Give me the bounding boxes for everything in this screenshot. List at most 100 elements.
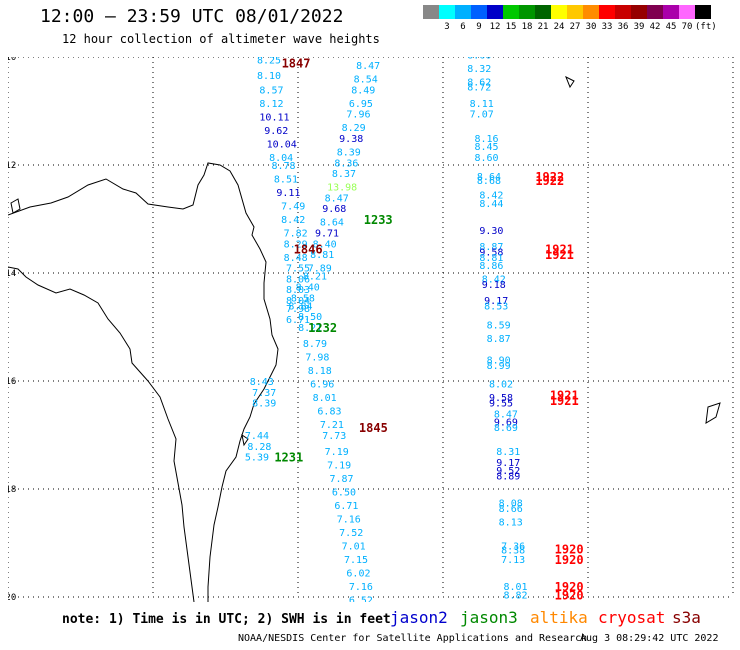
- legend-swatch: [487, 5, 503, 19]
- wave-height-value: 7.89: [308, 264, 332, 275]
- wave-height-value: 9.55: [489, 399, 513, 410]
- legend-swatch: [535, 5, 551, 19]
- credit-line: NOAA/NESDIS Center for Satellite Applica…: [238, 633, 588, 644]
- latitude-tick-label: -14: [8, 269, 16, 279]
- mainland-coastline: [8, 266, 195, 602]
- wave-height-value: 7.16: [349, 582, 373, 593]
- pass-time-label: 1231: [274, 451, 303, 465]
- wave-height-value: 8.06: [286, 274, 310, 285]
- wave-height-value: 8.45: [475, 142, 499, 153]
- wave-height-value: 7.82: [284, 229, 308, 240]
- wave-height-value: 8.13: [499, 517, 523, 528]
- wave-height-value: 8.39: [252, 399, 276, 410]
- wave-height-value: 8.47: [325, 193, 349, 204]
- wave-height-value: 8.68: [477, 176, 501, 187]
- map-title: 12:00 — 23:59 UTC 08/01/2022: [40, 6, 344, 27]
- wave-height-value: 9.69: [494, 418, 518, 429]
- wave-height-value: 8.04: [269, 153, 293, 164]
- legend-label: 6: [460, 22, 466, 32]
- axis-labels: -10-12-14-16-18-20454851545760: [8, 57, 16, 602]
- legend-spacer: [423, 22, 439, 32]
- pass-time-label: 1921: [545, 248, 574, 262]
- wave-height-value: 9.71: [315, 229, 339, 240]
- wave-height-value: 8.62: [467, 77, 491, 88]
- legend-swatch: [663, 5, 679, 19]
- sat-jason3-label: jason3: [460, 608, 518, 627]
- pass-time-label: 1921: [550, 394, 579, 408]
- legend-swatch: [471, 5, 487, 19]
- wave-height-value: 8.51: [274, 175, 298, 186]
- legend-label: 39: [633, 22, 645, 32]
- legend-label: 21: [537, 22, 549, 32]
- legend-swatch: [455, 5, 471, 19]
- wave-height-value: 8.86: [479, 261, 503, 272]
- wave-height-value: 9.18: [482, 280, 506, 291]
- legend-label: 12: [489, 22, 501, 32]
- legend-label: 36: [617, 22, 629, 32]
- wave-height-value: 7.96: [346, 110, 370, 121]
- map-subtitle: 12 hour collection of altimeter wave hei…: [62, 32, 380, 46]
- wave-height-value: 8.39: [337, 148, 361, 159]
- wave-height-map: 8.258.108.578.1210.119.6210.048.048.788.…: [8, 57, 734, 602]
- wave-height-value: 8.53: [484, 301, 508, 312]
- legend-label: (ft): [695, 22, 717, 32]
- wave-height-value: 8.59: [487, 320, 511, 331]
- sat-jason2-label: jason2: [390, 608, 448, 627]
- wave-height-value: 7.21: [320, 420, 344, 431]
- pass-time-label: 1921: [550, 389, 579, 403]
- wave-height-value: 7.19: [327, 461, 351, 472]
- wave-height-value: 9.11: [276, 188, 300, 199]
- wave-height-value: 6.96: [310, 380, 334, 391]
- wave-height-value: 8.21: [303, 272, 327, 283]
- wave-height-value: 8.87: [479, 242, 503, 253]
- legend-swatch: [599, 5, 615, 19]
- wave-height-value: 8.66: [499, 504, 523, 515]
- wave-height-value: 8.87: [487, 334, 511, 345]
- wave-height-value: 6.52: [349, 596, 373, 602]
- wave-height-value: 8.99: [487, 361, 511, 372]
- observations: 8.258.108.578.1210.119.6210.048.048.788.…: [245, 57, 528, 602]
- wave-height-value: 8.03: [286, 285, 310, 296]
- wave-height-value: 7.13: [501, 555, 525, 566]
- pass-time-label: 1232: [308, 321, 337, 335]
- wave-height-value: 9.58: [489, 393, 513, 404]
- wave-height-value: 8.44: [479, 199, 503, 210]
- wave-height-value: 8.08: [499, 499, 523, 510]
- wave-height-value: 8.57: [259, 85, 283, 96]
- wave-height-value: 8.69: [494, 423, 518, 434]
- wave-height-value: 6.71: [334, 501, 358, 512]
- wave-height-value: 7.07: [470, 110, 494, 121]
- wave-height-value: 8.29: [342, 123, 366, 134]
- legend-label: 9: [476, 22, 482, 32]
- wave-height-value: 8.16: [475, 134, 499, 145]
- wave-height-value: 7.49: [281, 202, 305, 213]
- wave-height-value: 8.47: [494, 409, 518, 420]
- pass-time-label: 1846: [294, 243, 323, 257]
- sat-cryosat-label: cryosat: [598, 608, 666, 627]
- color-legend: [423, 5, 711, 19]
- wave-height-value: 7.01: [342, 542, 366, 553]
- wave-height-value: 7.98: [286, 304, 310, 315]
- legend-swatch: [519, 5, 535, 19]
- wave-height-value: 9.30: [479, 226, 503, 237]
- legend-swatch: [615, 5, 631, 19]
- wave-height-value: 8.81: [310, 250, 334, 261]
- wave-height-value: 8.54: [354, 75, 378, 86]
- wave-height-value: 7.55: [286, 264, 310, 275]
- wave-height-value: 8.40: [313, 239, 337, 250]
- legend-swatch: [679, 5, 695, 19]
- wave-height-value: 8.82: [504, 590, 528, 601]
- wave-height-value: 8.49: [351, 85, 375, 96]
- pass-times: 1847184618451233123212311922192219211921…: [274, 57, 583, 602]
- wave-height-value: 8.28: [247, 442, 271, 453]
- legend-swatch: [423, 5, 439, 19]
- pass-time-label: 1920: [555, 542, 584, 556]
- wave-height-value: 6.95: [349, 99, 373, 110]
- wave-height-value: 8.01: [313, 393, 337, 404]
- wave-height-value: 8.38: [501, 545, 525, 556]
- legend-label: 24: [553, 22, 565, 32]
- pass-time-label: 1920: [555, 580, 584, 594]
- wave-height-value: 8.84: [288, 301, 312, 312]
- wave-height-value: 8.58: [291, 293, 315, 304]
- pass-time-label: 1233: [364, 213, 393, 227]
